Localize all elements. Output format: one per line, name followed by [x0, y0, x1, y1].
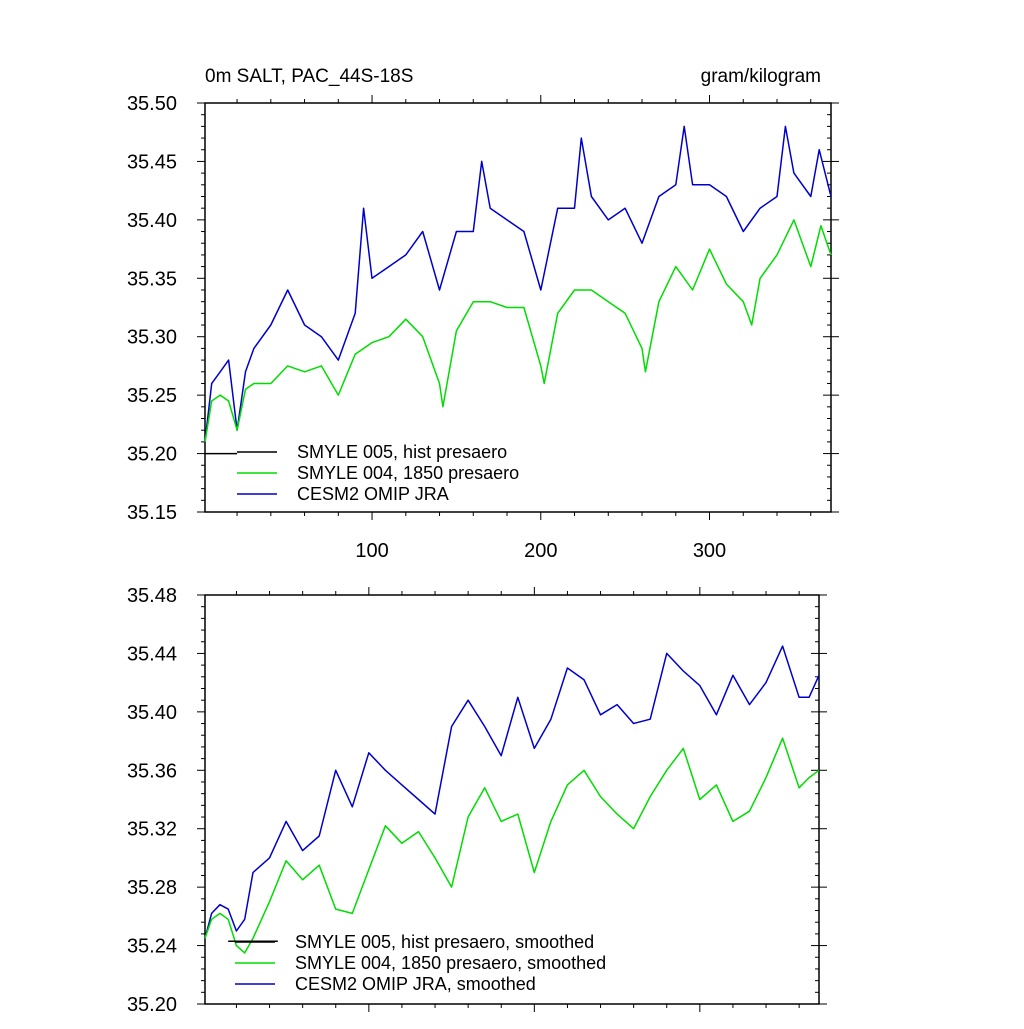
y-tick-label: 35.20	[127, 444, 177, 466]
legend-label: CESM2 OMIP JRA, smoothed	[295, 974, 536, 994]
legend-label: SMYLE 005, hist presaero, smoothed	[295, 932, 594, 952]
y-tick-label: 35.25	[127, 385, 177, 407]
y-tick-label: 35.48	[127, 585, 177, 607]
y-tick-label: 35.40	[127, 702, 177, 724]
tick-marks	[197, 587, 827, 1012]
series-lines	[204, 125, 832, 455]
y-tick-label: 35.36	[127, 760, 177, 782]
y-tick-label: 35.32	[127, 819, 177, 841]
legend: SMYLE 005, hist presaero, smoothedSMYLE …	[235, 932, 606, 994]
x-tick-label: 300	[693, 540, 726, 562]
units-label: gram/kilogram	[701, 66, 821, 87]
panel-bottom: 35.20 35.24 35.28 35.32 35.36 35.40 35.44 35.48…	[127, 585, 827, 1016]
plot-frame	[204, 102, 832, 513]
legend-label: SMYLE 005, hist presaero	[297, 442, 507, 462]
y-tick-labels: 35.15 35.20 35.25 35.30 35.35 35.40 35.45 35.50	[127, 93, 177, 524]
series-line	[204, 737, 820, 954]
series-line	[204, 219, 832, 443]
x-tick-labels: 100 200 300	[355, 540, 726, 562]
y-tick-labels: 35.20 35.24 35.28 35.32 35.36 35.40 35.44 35.48	[127, 585, 177, 1016]
x-tick-label: 200	[524, 540, 557, 562]
y-tick-label: 35.44	[127, 643, 177, 665]
legend-label: SMYLE 004, 1850 presaero, smoothed	[295, 953, 606, 973]
y-tick-label: 35.28	[127, 877, 177, 899]
chart-title: 0m SALT, PAC_44S-18S	[205, 66, 413, 87]
plot-frame	[204, 594, 820, 1005]
series-line	[204, 645, 820, 939]
series-line	[204, 125, 832, 442]
y-tick-label: 35.40	[127, 210, 177, 232]
panel-top: 0m SALT, PAC_44S-18S gram/kilogram 35.15…	[127, 66, 839, 562]
y-tick-label: 35.35	[127, 268, 177, 290]
y-tick-label: 35.50	[127, 93, 177, 115]
legend-label: CESM2 OMIP JRA	[297, 484, 449, 504]
y-tick-label: 35.30	[127, 327, 177, 349]
tick-marks	[197, 95, 839, 520]
series-lines	[204, 645, 820, 954]
y-tick-label: 35.15	[127, 502, 177, 524]
y-tick-label: 35.20	[127, 994, 177, 1016]
x-tick-label: 100	[355, 540, 388, 562]
y-tick-label: 35.45	[127, 151, 177, 173]
legend-label: SMYLE 004, 1850 presaero	[297, 463, 519, 483]
y-tick-label: 35.24	[127, 936, 177, 958]
